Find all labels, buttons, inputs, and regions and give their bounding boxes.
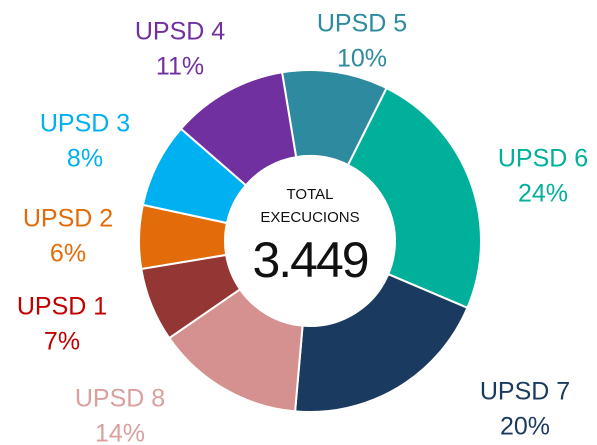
segment-label: UPSD 2 [23,205,113,233]
segment-label: UPSD 5 [317,10,407,38]
segment-value-label: 7% [44,328,80,356]
segment-label: UPSD 8 [75,385,165,413]
segment-value-label: 20% [500,413,550,441]
segment-value-label: 11% [156,53,204,81]
segment-value-label: 24% [518,180,568,208]
center-title: TOTAL [287,186,334,203]
segment-label: UPSD 4 [135,18,225,46]
donut-hole [225,156,395,326]
center-total: 3.449 [252,232,367,288]
segment-label: UPSD 7 [480,378,570,406]
segment-label: UPSD 3 [40,110,130,138]
segment-label: UPSD 6 [498,145,588,173]
segment-value-label: 8% [67,145,103,173]
segment-value-label: 10% [337,45,387,73]
center-title: EXECUCIONS [260,209,359,226]
segment-value-label: 6% [50,240,86,268]
segment-label: UPSD 1 [17,293,107,321]
segment-value-label: 14% [95,420,145,445]
